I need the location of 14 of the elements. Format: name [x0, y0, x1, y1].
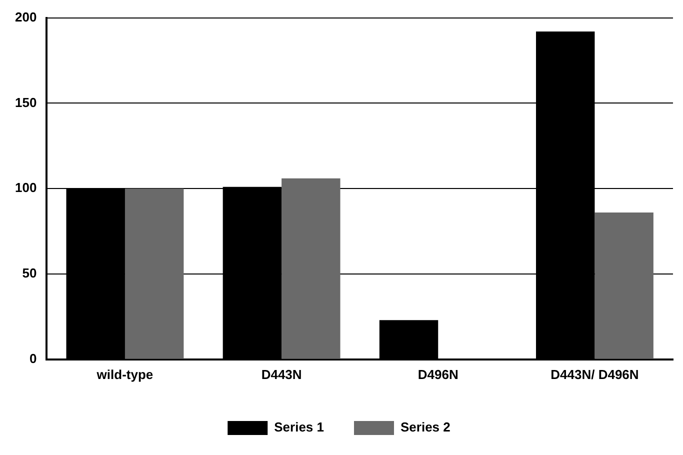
bar: [594, 212, 654, 359]
legend-label: Series 1: [274, 420, 324, 435]
y-tick-label: 0: [29, 350, 37, 366]
bar: [282, 178, 340, 359]
bar: [124, 188, 184, 359]
y-tick-label: 150: [14, 94, 37, 110]
legend-label: Series 2: [400, 420, 450, 435]
y-tick-label: 200: [14, 9, 37, 24]
y-tick-label: 100: [14, 180, 37, 196]
y-tick-label: 50: [22, 266, 37, 281]
x-tick-label: D496N: [418, 366, 458, 382]
x-tick-label: D443N/ D496N: [550, 366, 639, 382]
x-tick-label: wild-type: [96, 366, 154, 382]
x-tick-label: D443N: [261, 366, 302, 382]
